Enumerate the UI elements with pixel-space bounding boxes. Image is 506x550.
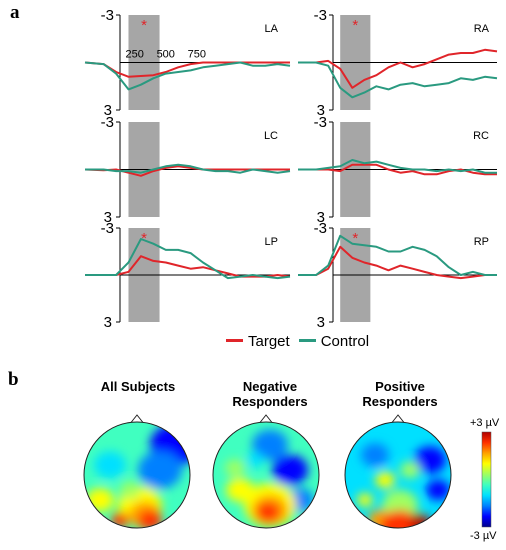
scalp-map-pos (345, 422, 451, 528)
panel-label-lc: LC (264, 130, 278, 142)
scalp-topography-maps (83, 414, 492, 529)
panel-label-ra: RA (474, 23, 490, 35)
series-line-target-ra (298, 48, 498, 89)
activity-blob (256, 501, 280, 523)
y-tick-label-bottom: 3 (317, 102, 325, 119)
panel-a-label: a (10, 2, 20, 23)
nose-marker (391, 414, 405, 423)
y-tick-label-top: -3 (101, 7, 114, 24)
series-line-control-rc (298, 159, 497, 174)
erp-panel-lp: -3 3 LP * (85, 220, 291, 331)
significance-star-la: * (141, 17, 147, 34)
x-tick-label: 250 (126, 49, 144, 61)
activity-blob (225, 459, 245, 477)
scalp-map-activity (357, 443, 450, 528)
y-tick-label-top: -3 (314, 220, 327, 237)
significance-star-ra: * (352, 17, 358, 34)
activity-blob (138, 451, 182, 489)
series-line-control-ra (298, 61, 498, 99)
colorbar-min-label: -3 µV (470, 530, 497, 542)
head-outline (83, 421, 191, 529)
erp-panel-rc: -3 3 RC (298, 114, 497, 226)
map-title-positive: Positive Responders (362, 379, 438, 409)
colorbar-max-label: +3 µV (470, 417, 500, 429)
nose-marker (259, 414, 273, 423)
series-line-control-la (84, 61, 291, 91)
activity-blob (272, 454, 308, 486)
activity-blob (138, 509, 162, 528)
erp-panel-la: -3 3 LA 250 500 750 * (84, 7, 291, 119)
y-tick-label-top: -3 (101, 114, 114, 131)
significance-star-lp: * (141, 230, 147, 247)
legend: Target Control (226, 333, 369, 350)
x-tick-label: 500 (157, 49, 175, 61)
activity-blob (414, 446, 446, 474)
panel-b-label: b (8, 369, 19, 390)
y-tick-label-bottom: 3 (317, 314, 325, 331)
activity-blob (357, 493, 373, 507)
legend-swatch-target (226, 339, 243, 342)
nose-marker (130, 414, 144, 423)
map-title-negative: Negative Responders (232, 379, 308, 409)
activity-blob (246, 452, 264, 468)
scalp-map-neg (213, 422, 319, 528)
y-tick-label-top: -3 (101, 220, 114, 237)
activity-blob (426, 479, 450, 501)
activity-blob (120, 481, 140, 499)
y-tick-label-bottom: 3 (104, 209, 112, 226)
scalp-map-activity (225, 429, 314, 528)
erp-panel-lc: -3 3 LC (84, 114, 291, 226)
series-line-target-rp (298, 245, 497, 280)
map-title-all: All Subjects (100, 379, 176, 394)
series-line-control-lc (85, 163, 291, 174)
head-outline (344, 421, 452, 529)
activity-blob (375, 471, 395, 489)
panel-label-rc: RC (473, 130, 489, 142)
scalp-map-activity (86, 423, 190, 528)
scalp-map-all (84, 422, 190, 528)
y-tick-label-bottom: 3 (104, 102, 112, 119)
activity-blob (361, 443, 389, 467)
panel-label-lp: LP (265, 236, 278, 248)
erp-panel-ra: -3 3 RA * (298, 7, 498, 119)
legend-label-control: Control (320, 333, 370, 350)
activity-blob (400, 461, 420, 479)
y-tick-label-bottom: 3 (317, 209, 325, 226)
significance-star-rp: * (352, 230, 358, 247)
colorbar (481, 431, 492, 528)
y-tick-label-top: -3 (314, 114, 327, 131)
series-line-target-la (84, 61, 290, 78)
x-tick-label: 750 (188, 49, 206, 61)
activity-blob (410, 513, 430, 528)
panel-label-la: LA (265, 23, 279, 35)
panel-label-rp: RP (474, 236, 489, 248)
erp-panel-rp: -3 3 RP * (298, 220, 497, 331)
series-line-control-rp (298, 234, 497, 276)
series-line-control-lp (85, 238, 291, 280)
y-tick-label-top: -3 (314, 7, 327, 24)
legend-label-target: Target (248, 333, 290, 350)
legend-swatch-control (298, 339, 316, 342)
activity-blob (252, 429, 288, 461)
activity-blob (94, 451, 126, 479)
activity-blob (380, 510, 420, 528)
head-outline (212, 421, 320, 529)
y-tick-label-bottom: 3 (104, 314, 112, 331)
series-line-target-lp (85, 255, 291, 278)
